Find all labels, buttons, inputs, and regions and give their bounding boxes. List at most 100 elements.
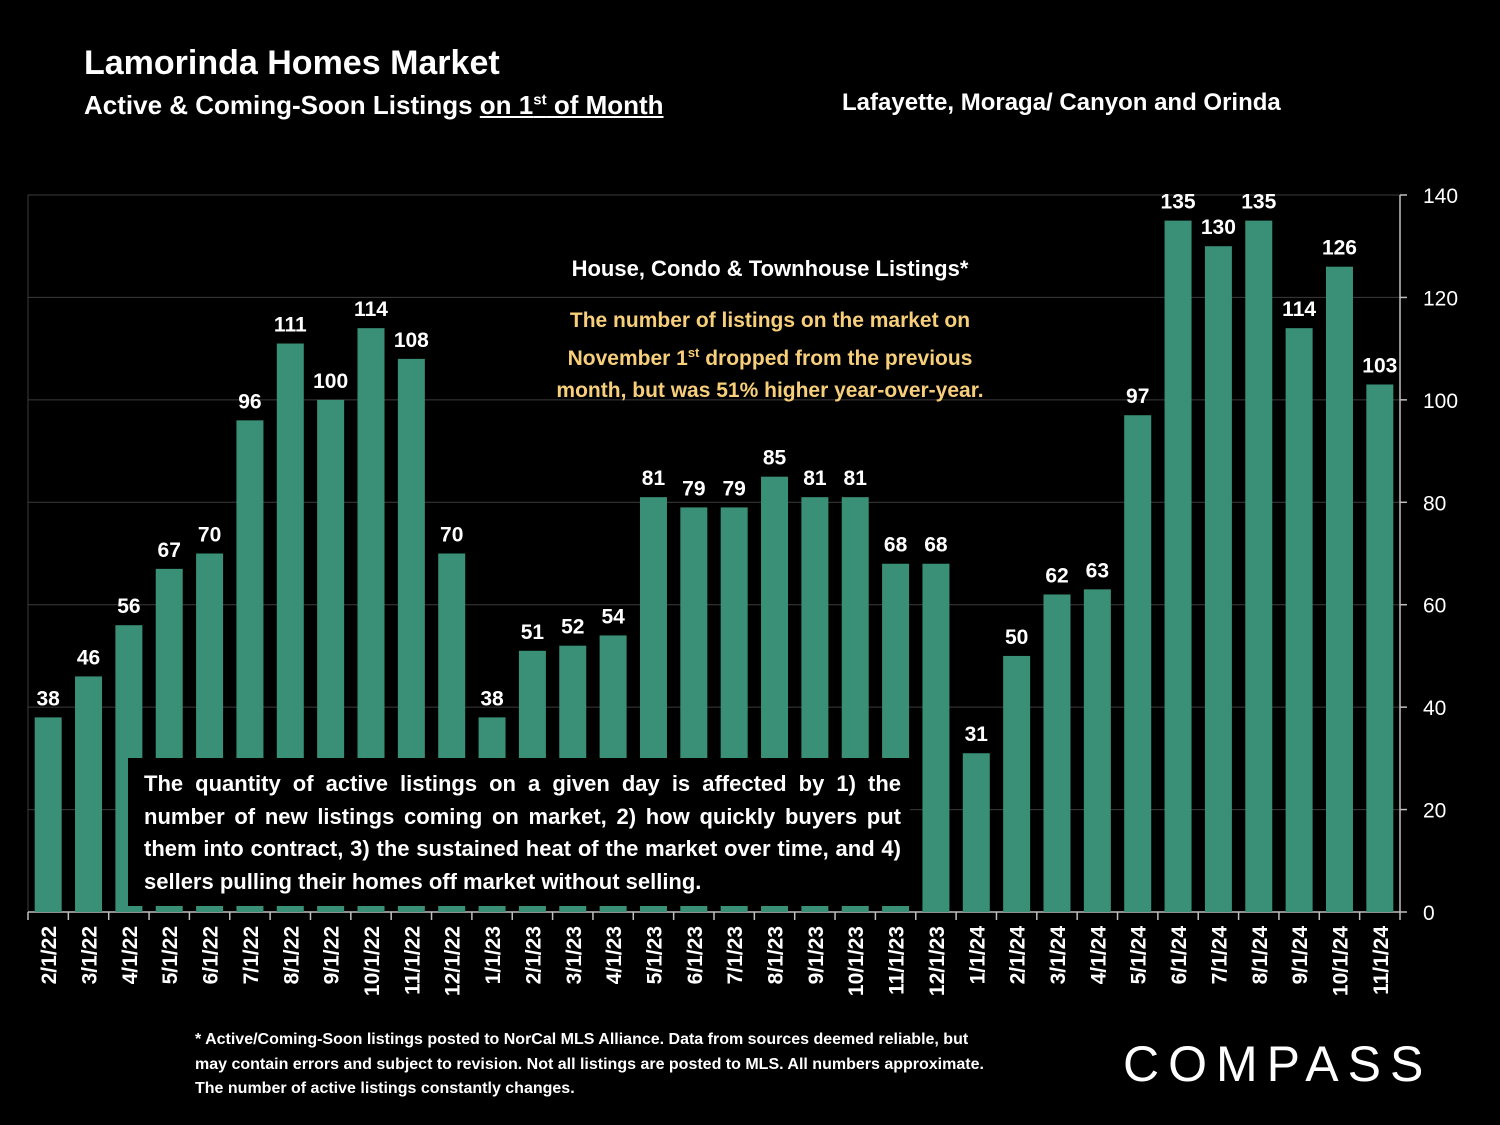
y-tick-label: 120	[1423, 287, 1458, 310]
x-tick-label: 7/1/23	[724, 926, 747, 984]
data-label: 52	[561, 616, 584, 639]
bar	[1043, 594, 1071, 912]
x-tick-label: 8/1/24	[1249, 926, 1272, 985]
x-tick-label: 2/1/22	[38, 926, 61, 984]
bar	[922, 563, 950, 912]
x-tick-label: 6/1/24	[1168, 926, 1191, 985]
data-label: 68	[884, 534, 908, 557]
data-label: 135	[1161, 191, 1196, 214]
highlight-annotation: The number of listings on the market on …	[510, 305, 1030, 407]
x-tick-label: 7/1/24	[1208, 926, 1231, 985]
y-tick-label: 60	[1423, 595, 1446, 618]
x-tick-label: 4/1/24	[1087, 926, 1110, 985]
data-label: 97	[1126, 385, 1149, 408]
subtitle-underlined-a: on 1	[479, 90, 534, 120]
x-tick-label: 1/1/24	[966, 926, 989, 985]
x-tick-label: 4/1/23	[603, 926, 626, 984]
x-tick-label: 1/1/23	[482, 926, 505, 984]
bar	[1366, 384, 1394, 912]
data-label: 126	[1322, 237, 1357, 260]
highlight-line-2: November 1st dropped from the previous	[510, 337, 1030, 375]
data-label: 81	[642, 467, 666, 490]
x-tick-label: 3/1/24	[1047, 926, 1070, 985]
x-tick-label: 9/1/24	[1289, 926, 1312, 985]
bar	[1003, 655, 1031, 912]
bar	[962, 753, 990, 912]
x-tick-label: 5/1/23	[643, 926, 666, 984]
x-tick-label: 8/1/23	[765, 926, 788, 984]
bar	[34, 717, 62, 912]
data-label: 79	[722, 477, 745, 500]
data-label: 54	[601, 605, 625, 628]
x-tick-label: 12/1/22	[442, 926, 465, 996]
bar	[1325, 266, 1353, 912]
data-label: 114	[1282, 298, 1316, 321]
x-tick-label: 5/1/22	[159, 926, 182, 984]
data-label: 46	[77, 646, 100, 669]
highlight-line-1: The number of listings on the market on	[569, 309, 971, 332]
bar	[75, 676, 103, 912]
data-label: 62	[1045, 564, 1068, 587]
data-label: 111	[274, 314, 307, 337]
x-tick-label: 2/1/24	[1007, 926, 1030, 985]
y-tick-label: 80	[1423, 492, 1446, 515]
data-label: 67	[158, 539, 181, 562]
data-label: 81	[844, 467, 868, 490]
chart-annotation-heading: House, Condo & Townhouse Listings*	[571, 256, 969, 281]
data-label: 38	[36, 687, 60, 710]
highlight-line-2a: November 1	[567, 347, 688, 370]
data-label: 68	[924, 534, 948, 557]
data-label: 38	[480, 687, 504, 710]
data-label: 31	[965, 723, 989, 746]
subtitle-underlined: on 1st of Month	[480, 90, 664, 120]
y-tick-label: 100	[1423, 390, 1458, 413]
x-tick-label: 4/1/22	[119, 926, 142, 984]
highlight-line-3: month, but was 51% higher year-over-year…	[556, 379, 984, 402]
chart-title: Lamorinda Homes Market	[84, 44, 500, 82]
x-tick-label: 6/1/22	[200, 926, 223, 984]
compass-logo: COMPASS	[1123, 1036, 1432, 1090]
highlight-superscript: st	[687, 345, 700, 360]
data-label: 70	[198, 524, 221, 547]
subtitle-text: Active & Coming-Soon Listings	[84, 90, 480, 120]
bar	[1285, 328, 1313, 913]
y-tick-label: 0	[1423, 902, 1435, 925]
x-tick-label: 10/1/24	[1329, 926, 1352, 996]
x-tick-label: 8/1/22	[280, 926, 303, 984]
footnote: * Active/Coming-Soon listings posted to …	[195, 1031, 984, 1097]
x-tick-label: 5/1/24	[1128, 926, 1151, 985]
subtitle-superscript: st	[533, 91, 547, 109]
bar	[1245, 220, 1273, 912]
y-tick-label: 40	[1423, 697, 1446, 720]
data-label: 81	[803, 467, 827, 490]
data-label: 70	[440, 524, 463, 547]
data-label: 56	[117, 595, 140, 618]
x-tick-label: 6/1/23	[684, 926, 707, 984]
x-tick-label: 11/1/23	[886, 926, 909, 995]
data-label: 130	[1201, 216, 1236, 239]
compass-logo-text: COMPASS	[1123, 1036, 1432, 1090]
data-label: 79	[682, 477, 705, 500]
region-label: Lafayette, Moraga/ Canyon and Orinda	[842, 89, 1281, 116]
x-tick-label: 11/1/24	[1370, 926, 1393, 995]
x-tick-label: 7/1/22	[240, 926, 263, 984]
x-tick-label: 12/1/23	[926, 926, 949, 996]
data-label: 63	[1086, 559, 1109, 582]
x-tick-label: 10/1/22	[361, 926, 384, 996]
y-tick-label: 140	[1423, 185, 1458, 208]
x-tick-label: 11/1/22	[401, 926, 424, 995]
data-label: 51	[521, 621, 545, 644]
explanation-box: The quantity of active listings on a giv…	[128, 758, 910, 906]
y-tick-label: 20	[1423, 800, 1446, 823]
bar	[1083, 589, 1111, 912]
data-label: 114	[354, 298, 388, 321]
highlight-line-2b: dropped from the previous	[699, 347, 973, 370]
x-tick-label: 2/1/23	[522, 926, 545, 984]
data-label: 96	[238, 390, 261, 413]
chart-subtitle: Active & Coming-Soon Listings on 1st of …	[84, 90, 664, 121]
data-label: 108	[394, 329, 429, 352]
data-label: 85	[763, 447, 787, 470]
x-tick-label: 10/1/23	[845, 926, 868, 996]
x-tick-label: 9/1/22	[321, 926, 344, 984]
